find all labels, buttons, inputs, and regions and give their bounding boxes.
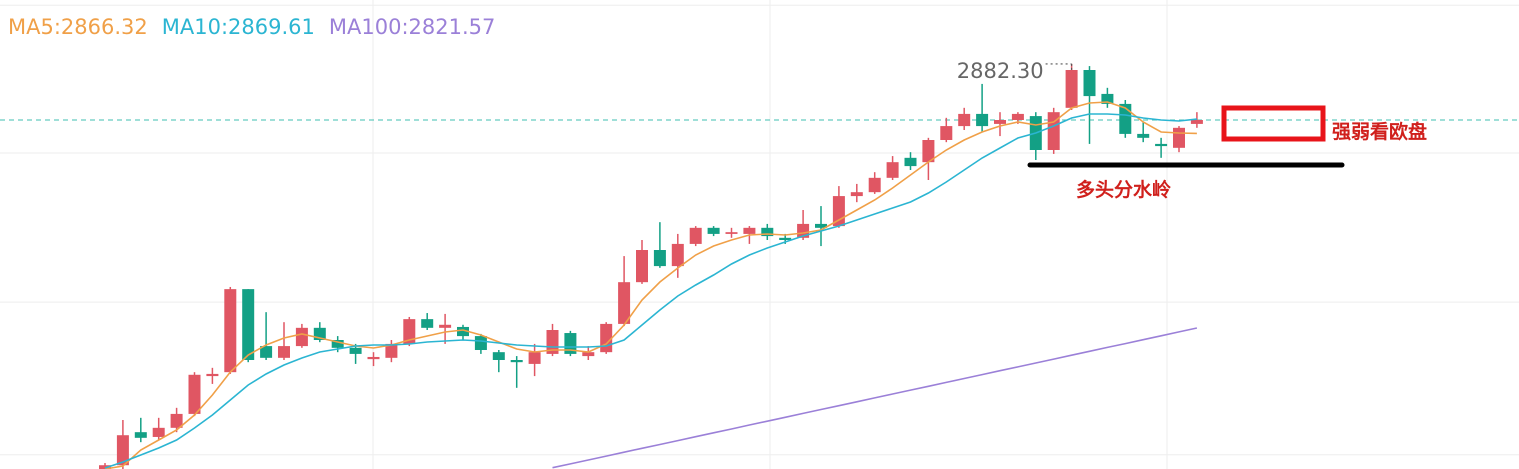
candle-body bbox=[564, 333, 577, 354]
candle-body bbox=[725, 232, 738, 234]
candle-body bbox=[600, 323, 613, 353]
candle-body bbox=[743, 227, 756, 234]
ma-line bbox=[104, 113, 1197, 469]
candle-body bbox=[170, 413, 183, 428]
candle-body bbox=[850, 192, 863, 197]
candle-body bbox=[815, 223, 827, 228]
candle-body bbox=[958, 113, 971, 127]
candle-body bbox=[761, 227, 774, 237]
candle-body bbox=[707, 227, 720, 234]
annotation: 多头分水岭 bbox=[1076, 178, 1171, 201]
candle-body bbox=[421, 319, 434, 328]
legend-entry: MA5:2866.32 bbox=[8, 15, 148, 39]
candle-body bbox=[1190, 120, 1203, 124]
candle-body bbox=[331, 340, 344, 348]
candle-body bbox=[224, 289, 237, 373]
candle-body bbox=[242, 289, 255, 360]
candle-body bbox=[367, 356, 380, 360]
candle-body bbox=[206, 373, 219, 377]
candle-body bbox=[618, 282, 631, 324]
candle-body bbox=[976, 113, 989, 127]
candle-body bbox=[188, 374, 201, 414]
candle-body bbox=[689, 227, 702, 244]
candle-body bbox=[1065, 70, 1078, 108]
candle-body bbox=[152, 427, 165, 437]
candle-body bbox=[278, 346, 290, 358]
candle-body bbox=[99, 465, 111, 469]
candle-body bbox=[510, 360, 523, 363]
candle-body bbox=[260, 346, 273, 358]
candle-body bbox=[134, 432, 147, 438]
candle-body bbox=[116, 435, 129, 466]
candle-body bbox=[1011, 113, 1024, 120]
candle-body bbox=[1101, 93, 1114, 104]
legend: MA5:2866.32 MA10:2869.61 MA100:2821.57 bbox=[8, 15, 495, 39]
candle-body bbox=[582, 352, 595, 357]
candle-body bbox=[403, 319, 416, 344]
candle-body bbox=[636, 250, 648, 283]
candle-body bbox=[474, 336, 487, 350]
candle-body bbox=[904, 157, 917, 167]
candle-body bbox=[1047, 112, 1060, 150]
ma-line bbox=[552, 327, 1198, 469]
legend-entry: MA100:2821.57 bbox=[329, 15, 495, 39]
plot-area: 2882.30 bbox=[0, 59, 1519, 469]
candle-body bbox=[1173, 127, 1185, 148]
candle-body bbox=[349, 347, 362, 354]
candle-body bbox=[457, 326, 469, 337]
high-label: 2882.30 bbox=[957, 59, 1044, 83]
candle-body bbox=[994, 120, 1006, 124]
highlight-box bbox=[1221, 105, 1326, 142]
candle-body bbox=[492, 352, 505, 360]
candle-body bbox=[886, 162, 899, 178]
candle-body bbox=[940, 126, 953, 140]
candle-body bbox=[1137, 133, 1150, 138]
candle-body bbox=[439, 324, 452, 328]
candle-body bbox=[385, 343, 398, 358]
candle-body bbox=[1119, 103, 1132, 134]
legend-entry: MA10:2869.61 bbox=[162, 15, 315, 39]
candle-body bbox=[868, 177, 881, 193]
candle-body bbox=[922, 140, 935, 163]
candle-body bbox=[528, 352, 541, 364]
candle-body bbox=[295, 327, 308, 347]
ma-line bbox=[104, 101, 1197, 469]
candle-body bbox=[546, 330, 559, 354]
candle-body bbox=[1155, 143, 1168, 147]
annotation: 强弱看欧盘 bbox=[1332, 120, 1427, 143]
candle-body bbox=[671, 243, 684, 267]
candle-body bbox=[653, 250, 666, 267]
candle-body bbox=[1083, 70, 1096, 97]
candle-body bbox=[779, 237, 792, 240]
